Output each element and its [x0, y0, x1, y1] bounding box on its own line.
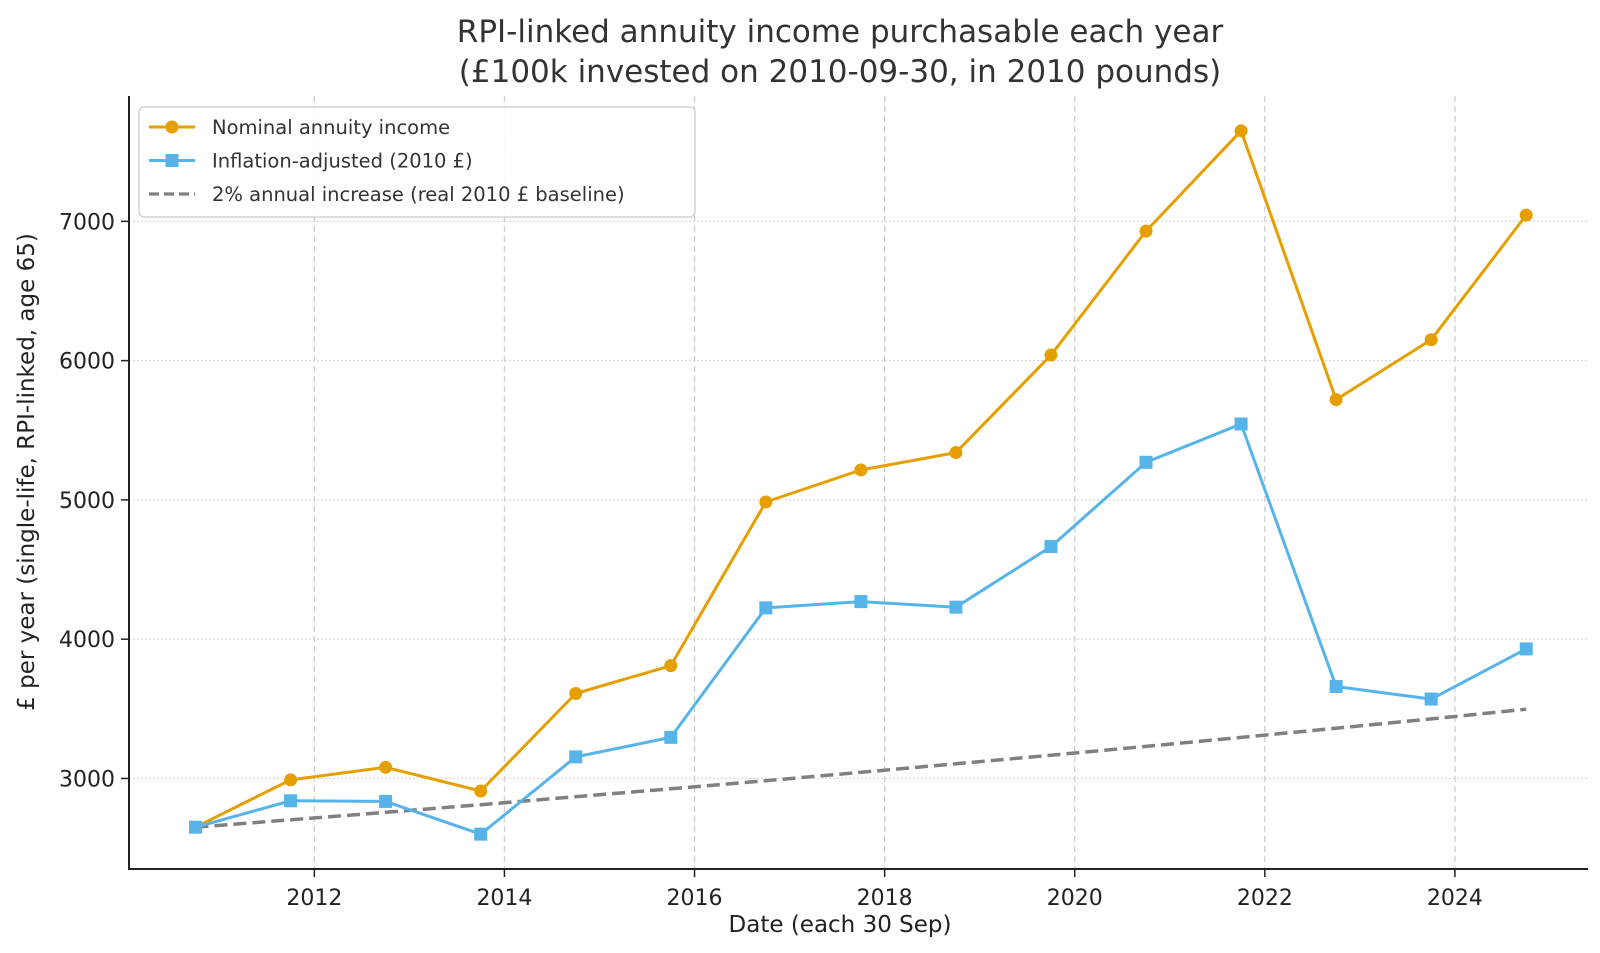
- y-tick-label: 5000: [59, 489, 115, 514]
- data-point-circle: [1519, 208, 1533, 222]
- tick-labels: 2012 2014 2016 2018 2020 2022 2024 3000 4000 5000…: [59, 210, 1483, 911]
- data-point-square: [759, 601, 773, 615]
- data-point-circle: [569, 687, 583, 701]
- data-point-square: [1139, 455, 1153, 469]
- data-point-circle: [1329, 393, 1343, 407]
- data-point-square: [1519, 642, 1533, 656]
- x-tick-label: 2020: [1047, 886, 1103, 911]
- x-tick-label: 2012: [286, 886, 342, 911]
- x-tick-label: 2022: [1237, 886, 1293, 911]
- data-point-square: [474, 827, 488, 841]
- legend-frame: [138, 106, 696, 218]
- data-point-circle: [1234, 124, 1248, 138]
- data-point-circle: [1139, 224, 1153, 238]
- data-point-square: [854, 595, 868, 609]
- series-line: [195, 707, 1527, 829]
- y-tick-label: 4000: [59, 628, 115, 653]
- data-point-square: [664, 730, 678, 744]
- series-baseline-2pct: [195, 707, 1527, 829]
- series-inflation-adjusted: [189, 417, 1533, 841]
- data-point-square: [1044, 540, 1058, 554]
- axes: [128, 96, 1588, 870]
- data-point-square: [284, 794, 298, 808]
- legend-label: 2% annual increase (real 2010 £ baseline…: [212, 183, 625, 206]
- x-tick-label: 2024: [1427, 886, 1483, 911]
- x-tick-label: 2014: [476, 886, 532, 911]
- y-tick-label: 7000: [59, 210, 115, 235]
- legend-label: Nominal annuity income: [212, 116, 450, 139]
- data-point-circle: [854, 463, 868, 477]
- data-point-circle: [1424, 333, 1438, 347]
- x-tick-label: 2018: [857, 886, 913, 911]
- data-point-circle: [759, 495, 773, 509]
- data-point-square: [949, 600, 963, 614]
- data-point-circle: [949, 446, 963, 460]
- legend-square-marker: [165, 154, 179, 167]
- y-axis-label: £ per year (single-life, RPI-linked, age…: [14, 233, 40, 711]
- data-point-circle: [474, 784, 488, 798]
- legend-item: Inflation-adjusted (2010 £): [149, 150, 473, 173]
- data-point-square: [1234, 417, 1248, 431]
- legend-label: Inflation-adjusted (2010 £): [212, 150, 473, 173]
- data-point-circle: [284, 773, 298, 787]
- x-axis-label: Date (each 30 Sep): [729, 912, 952, 938]
- y-tick-label: 6000: [59, 350, 115, 375]
- grid: [129, 96, 1588, 869]
- legend: Nominal annuity income Inflation-adjusted…: [138, 106, 696, 218]
- data-point-square: [569, 750, 583, 764]
- chart-subtitle: (£100k invested on 2010-09-30, in 2010 p…: [459, 54, 1221, 90]
- chart-title: RPI-linked annuity income purchasable ea…: [457, 14, 1224, 50]
- data-point-circle: [1044, 348, 1058, 362]
- legend-item: 2% annual increase (real 2010 £ baseline…: [149, 183, 625, 206]
- x-tick-label: 2016: [667, 886, 723, 911]
- legend-circle-marker: [165, 120, 179, 134]
- series-nominal: [189, 124, 1533, 834]
- y-tick-label: 3000: [59, 767, 115, 792]
- data-point-circle: [664, 659, 678, 673]
- data-point-square: [189, 820, 203, 834]
- data-point-circle: [379, 760, 393, 774]
- legend-item: Nominal annuity income: [149, 116, 450, 139]
- series-layer: [189, 124, 1533, 841]
- data-point-square: [1329, 680, 1343, 694]
- data-point-square: [379, 794, 393, 808]
- data-point-square: [1424, 692, 1438, 706]
